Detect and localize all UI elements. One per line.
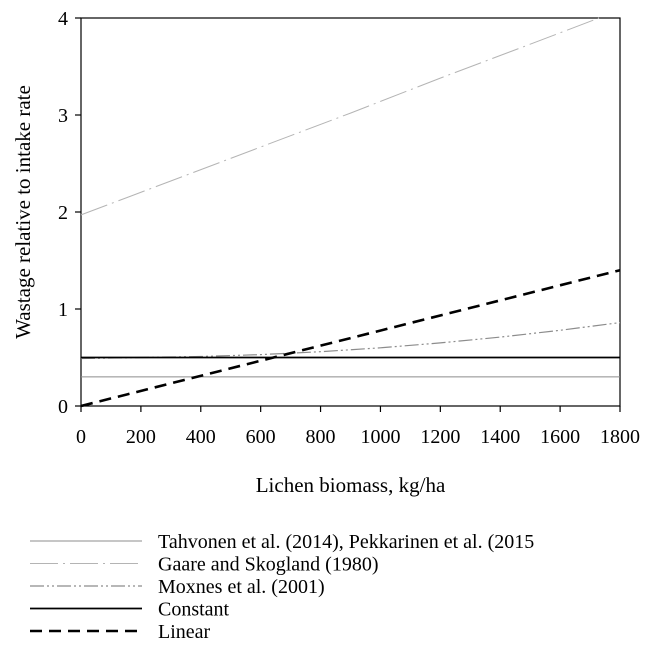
- legend-label-4: Constant: [158, 599, 230, 621]
- plot-frame: [80, 17, 621, 407]
- series-line-2: [80, 17, 600, 216]
- x-axis-label: Lichen biomass, kg/ha: [256, 473, 446, 497]
- x-tick-label: 400: [186, 426, 216, 448]
- y-axis-label: Wastage relative to intake rate: [11, 85, 35, 339]
- x-tick-label: 600: [246, 426, 276, 448]
- x-axis: 0 200 400 600 800 1000 1200 1400 1600 1800: [76, 406, 640, 448]
- y-tick-label: 4: [58, 8, 68, 30]
- x-tick-label: 1000: [360, 426, 400, 448]
- x-tick-label: 200: [126, 426, 156, 448]
- legend: Tahvonen et al. (2014), Pekkarinen et al…: [30, 531, 534, 643]
- legend-label-5: Linear: [158, 621, 211, 643]
- x-tick-label: 1600: [540, 426, 580, 448]
- y-tick-label: 3: [58, 105, 68, 127]
- x-tick-label: 0: [76, 426, 86, 448]
- legend-label-1: Tahvonen et al. (2014), Pekkarinen et al…: [158, 531, 534, 553]
- plot-area: [80, 17, 621, 408]
- series-layer: [80, 17, 621, 408]
- x-tick-label: 1200: [420, 426, 460, 448]
- x-tick-label: 1800: [600, 426, 640, 448]
- x-tick-label: 800: [306, 426, 336, 448]
- x-tick-label: 1400: [480, 426, 520, 448]
- legend-label-2: Gaare and Skogland (1980): [158, 554, 379, 576]
- legend-label-3: Moxnes et al. (2001): [158, 576, 325, 598]
- y-tick-label: 2: [58, 202, 68, 224]
- y-tick-label: 1: [58, 299, 68, 321]
- series-line-3: [80, 322, 621, 360]
- y-tick-label: 0: [58, 396, 68, 418]
- series-line-5: [80, 268, 621, 408]
- y-axis: 0 1 2 3 4: [58, 8, 81, 418]
